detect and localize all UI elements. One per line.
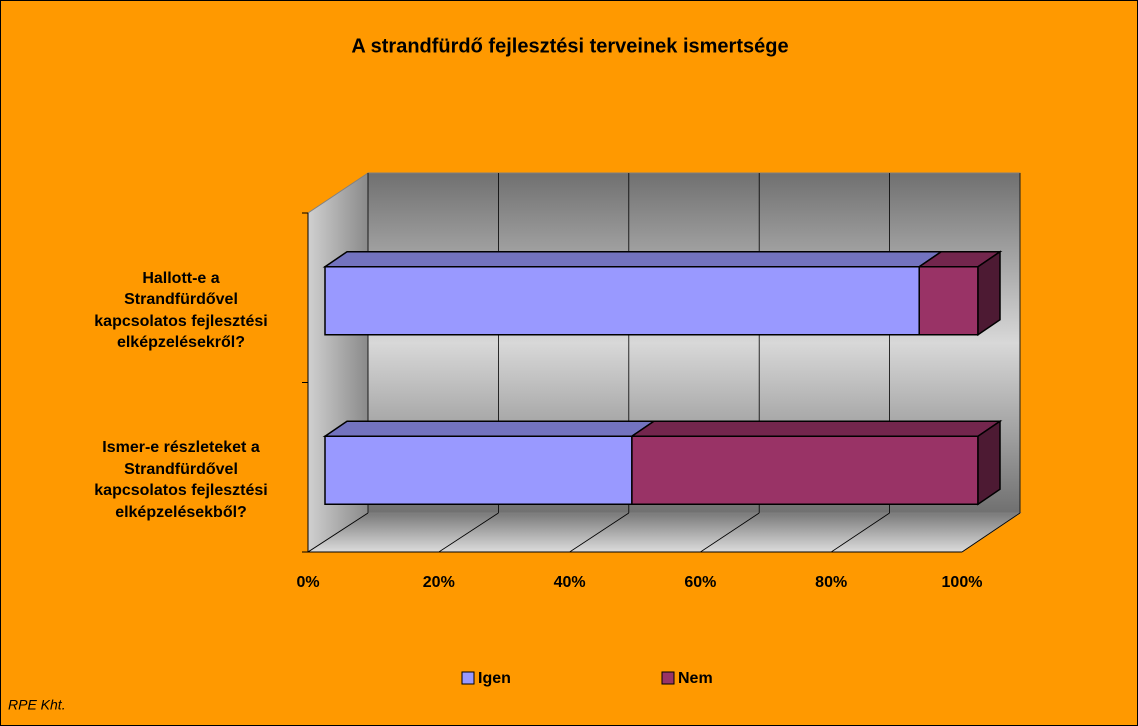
bar-side (977, 250, 1001, 337)
x-tick-label: 20% (423, 574, 455, 591)
chart-title: A strandfürdő fejlesztési terveinek isme… (351, 35, 788, 57)
legend-label: Nem (678, 670, 713, 687)
bar (918, 266, 979, 336)
x-tick-label: 100% (942, 574, 983, 591)
x-tick-label: 80% (815, 574, 847, 591)
grid-line (569, 512, 630, 553)
bar (324, 266, 920, 336)
footer: RPE Kht. (8, 697, 66, 713)
legend-label: Igen (478, 670, 511, 687)
x-tick-label: 40% (554, 574, 586, 591)
bar-top (629, 420, 1003, 437)
y-tick-label: Ismer-e részleteket a Strandfürdővel kap… (94, 439, 268, 521)
grid-line (961, 512, 1021, 553)
grid-line (438, 512, 499, 553)
bar-top (322, 251, 944, 268)
grid-line (700, 512, 760, 553)
grid-line (307, 512, 369, 553)
bar (324, 435, 633, 505)
y-tick-label: Hallott-e a Strandfürdővel kapcsolatos f… (94, 269, 268, 352)
grid-line (830, 512, 890, 553)
legend-swatch (661, 671, 675, 685)
bar-side (977, 419, 1001, 506)
bar (631, 435, 979, 505)
floor (306, 512, 1022, 553)
x-tick-label: 0% (296, 574, 319, 591)
bar-top (322, 420, 657, 437)
legend-swatch (461, 671, 475, 685)
x-tick-label: 60% (684, 574, 716, 591)
